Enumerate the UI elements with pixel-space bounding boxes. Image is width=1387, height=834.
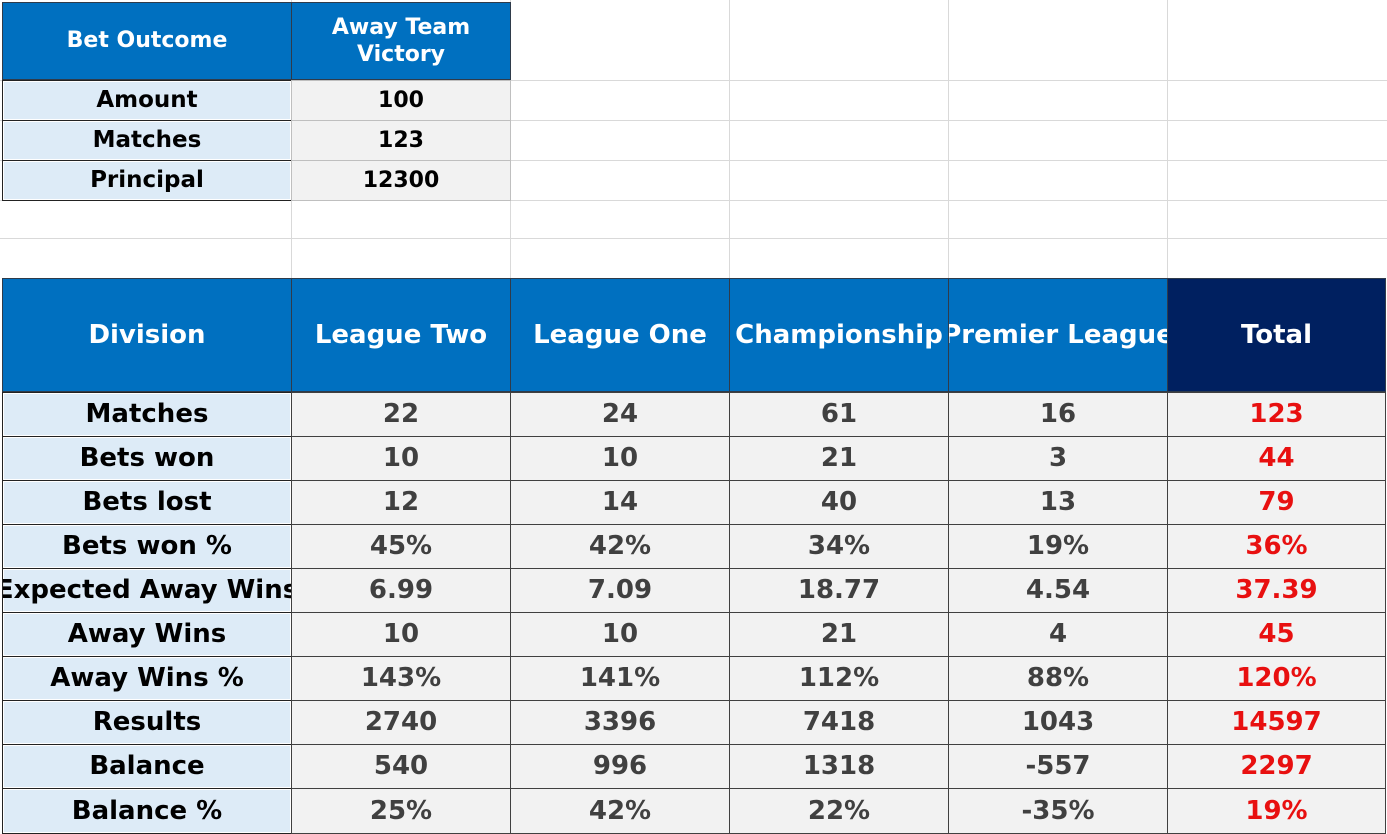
row-label[interactable]: Bets won % (2, 524, 292, 569)
grid-line (0, 238, 1387, 239)
cell-league-two[interactable]: 45% (291, 524, 511, 569)
header-league-two[interactable]: League Two (291, 278, 511, 392)
row-label[interactable]: Expected Away Wins (2, 568, 292, 613)
cell-league-two[interactable]: 12 (291, 480, 511, 525)
cell-league-one[interactable]: 10 (510, 612, 730, 657)
grid-line (0, 200, 1387, 201)
cell-league-one[interactable]: 10 (510, 436, 730, 481)
cell-league-one[interactable]: 996 (510, 744, 730, 789)
header-championship[interactable]: Championship (729, 278, 949, 392)
cell-premier-league[interactable]: 3 (948, 436, 1168, 481)
cell-total[interactable]: 19% (1167, 788, 1386, 834)
summary-label-principal[interactable]: Principal (2, 160, 292, 201)
row-label[interactable]: Balance % (2, 788, 292, 834)
cell-total[interactable]: 45 (1167, 612, 1386, 657)
cell-total[interactable]: 79 (1167, 480, 1386, 525)
cell-league-one[interactable]: 7.09 (510, 568, 730, 613)
cell-league-two[interactable]: 143% (291, 656, 511, 701)
summary-value-principal[interactable]: 12300 (291, 160, 511, 201)
cell-league-two[interactable]: 10 (291, 436, 511, 481)
cell-total[interactable]: 123 (1167, 392, 1386, 437)
cell-championship[interactable]: 61 (729, 392, 949, 437)
row-label[interactable]: Results (2, 700, 292, 745)
grid-line (0, 160, 1387, 161)
cell-championship[interactable]: 40 (729, 480, 949, 525)
cell-championship[interactable]: 22% (729, 788, 949, 834)
cell-league-one[interactable]: 42% (510, 788, 730, 834)
grid-line (0, 120, 1387, 121)
cell-total[interactable]: 44 (1167, 436, 1386, 481)
cell-championship[interactable]: 34% (729, 524, 949, 569)
cell-championship[interactable]: 7418 (729, 700, 949, 745)
cell-league-two[interactable]: 6.99 (291, 568, 511, 613)
cell-championship[interactable]: 21 (729, 612, 949, 657)
cell-league-two[interactable]: 540 (291, 744, 511, 789)
header-total[interactable]: Total (1167, 278, 1386, 392)
summary-label-amount[interactable]: Amount (2, 80, 292, 121)
grid-line (948, 0, 949, 278)
cell-championship[interactable]: 112% (729, 656, 949, 701)
header-premier-league[interactable]: Premier League (948, 278, 1168, 392)
cell-league-one[interactable]: 14 (510, 480, 730, 525)
cell-premier-league[interactable]: 4 (948, 612, 1168, 657)
cell-premier-league[interactable]: 13 (948, 480, 1168, 525)
summary-value-matches[interactable]: 123 (291, 120, 511, 161)
row-label[interactable]: Away Wins (2, 612, 292, 657)
grid-line (729, 0, 730, 278)
summary-header-label[interactable]: Bet Outcome (2, 2, 292, 80)
cell-total[interactable]: 120% (1167, 656, 1386, 701)
cell-total[interactable]: 37.39 (1167, 568, 1386, 613)
cell-total[interactable]: 14597 (1167, 700, 1386, 745)
cell-premier-league[interactable]: -35% (948, 788, 1168, 834)
header-league-one[interactable]: League One (510, 278, 730, 392)
row-label[interactable]: Away Wins % (2, 656, 292, 701)
cell-league-one[interactable]: 42% (510, 524, 730, 569)
cell-championship[interactable]: 1318 (729, 744, 949, 789)
cell-premier-league[interactable]: 88% (948, 656, 1168, 701)
cell-premier-league[interactable]: 1043 (948, 700, 1168, 745)
cell-premier-league[interactable]: 16 (948, 392, 1168, 437)
summary-label-matches[interactable]: Matches (2, 120, 292, 161)
row-label[interactable]: Bets lost (2, 480, 292, 525)
cell-championship[interactable]: 21 (729, 436, 949, 481)
cell-league-one[interactable]: 3396 (510, 700, 730, 745)
header-division[interactable]: Division (2, 278, 292, 392)
cell-league-two[interactable]: 10 (291, 612, 511, 657)
grid-line (1167, 0, 1168, 278)
cell-league-one[interactable]: 141% (510, 656, 730, 701)
summary-header-value[interactable]: Away Team Victory (291, 2, 511, 80)
row-label[interactable]: Balance (2, 744, 292, 789)
cell-league-two[interactable]: 2740 (291, 700, 511, 745)
cell-premier-league[interactable]: 19% (948, 524, 1168, 569)
cell-league-one[interactable]: 24 (510, 392, 730, 437)
cell-league-two[interactable]: 25% (291, 788, 511, 834)
cell-championship[interactable]: 18.77 (729, 568, 949, 613)
row-label[interactable]: Matches (2, 392, 292, 437)
summary-value-amount[interactable]: 100 (291, 80, 511, 121)
cell-league-two[interactable]: 22 (291, 392, 511, 437)
grid-line (0, 80, 1387, 81)
cell-premier-league[interactable]: -557 (948, 744, 1168, 789)
cell-total[interactable]: 2297 (1167, 744, 1386, 789)
cell-total[interactable]: 36% (1167, 524, 1386, 569)
cell-premier-league[interactable]: 4.54 (948, 568, 1168, 613)
row-label[interactable]: Bets won (2, 436, 292, 481)
